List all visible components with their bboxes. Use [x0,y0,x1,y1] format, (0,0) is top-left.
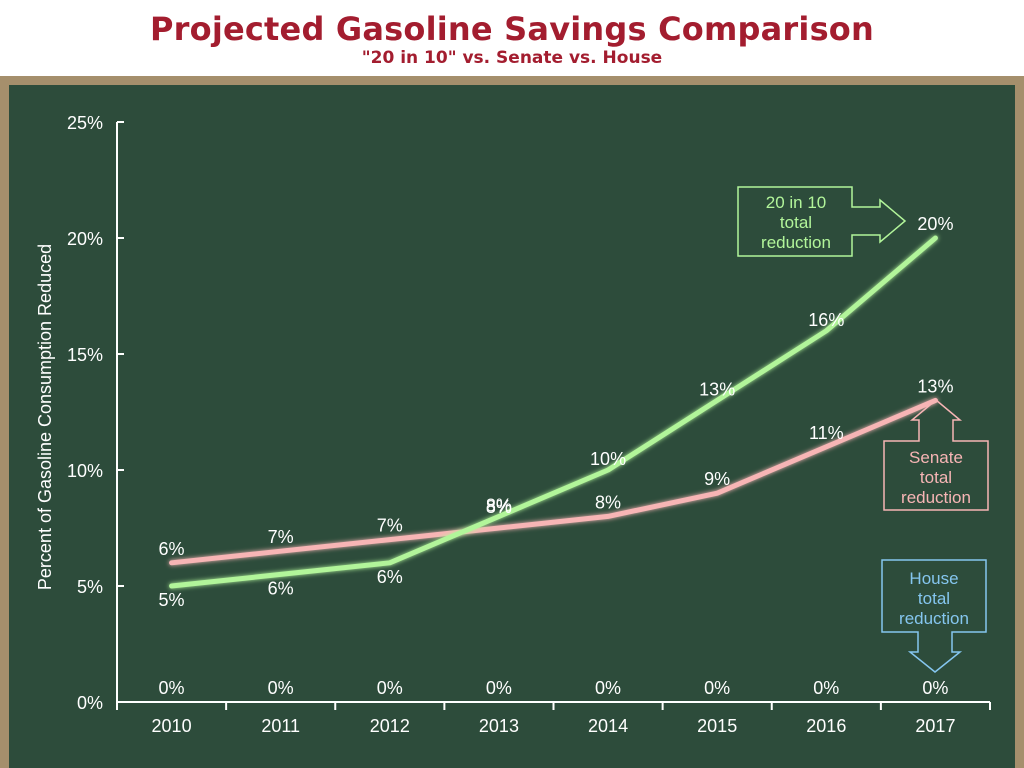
data-label-series-1: 8% [486,497,512,517]
callout-senate-label: total [920,468,952,487]
y-tick-label: 15% [67,345,103,365]
y-tick-label: 0% [77,693,103,713]
data-label-series-1: 8% [595,492,621,512]
data-label-series-2: 0% [595,678,621,698]
data-label-series-1: 13% [917,376,953,396]
data-label-series-0: 8% [486,495,512,515]
data-label-series-1: 7% [268,527,294,547]
y-axis-title: Percent of Gasoline Consumption Reduced [35,244,55,590]
data-label-series-1: 9% [704,469,730,489]
data-label-series-0: 20% [917,214,953,234]
series-line-0 [169,235,938,589]
y-tick-label: 20% [67,229,103,249]
callout-20in10-label: 20 in 10 [766,193,827,212]
chalkboard [9,85,1015,768]
x-tick-label: 2013 [479,716,519,736]
callout-20in10-label: total [780,213,812,232]
callout-house [881,559,987,673]
data-label-series-2: 0% [704,678,730,698]
data-label-series-2: 0% [486,678,512,698]
data-label-series-2: 0% [377,678,403,698]
callout-senate-label: Senate [909,448,963,467]
data-label-series-0: 5% [159,590,185,610]
y-tick-label: 5% [77,577,103,597]
x-tick-label: 2017 [915,716,955,736]
y-tick-label: 10% [67,461,103,481]
chalkboard-frame [0,76,1024,768]
data-label-series-0: 6% [268,578,294,598]
data-label-series-1: 6% [159,539,185,559]
data-label-series-2: 0% [268,678,294,698]
callout-20in10 [737,186,907,257]
data-label-series-1: 7% [377,516,403,536]
callout-20in10-label: reduction [761,233,831,252]
x-tick-label: 2012 [370,716,410,736]
data-label-series-2: 0% [159,678,185,698]
data-label-series-1: 11% [809,423,844,443]
callout-house-label: House [909,569,958,588]
x-tick-label: 2015 [697,716,737,736]
callout-house-label: reduction [899,609,969,628]
x-tick-label: 2010 [152,716,192,736]
data-label-series-0: 10% [590,449,626,469]
x-tick-label: 2011 [261,716,300,736]
data-label-series-0: 6% [377,567,403,587]
data-label-series-0: 13% [699,379,735,399]
series-line-1 [169,397,938,566]
data-label-series-2: 0% [813,678,839,698]
callout-senate [883,399,989,511]
callout-senate-label: reduction [901,488,971,507]
x-tick-label: 2016 [806,716,846,736]
data-label-series-0: 16% [808,310,844,330]
data-label-series-2: 0% [922,678,948,698]
callout-house-label: total [918,589,950,608]
chart-title: Projected Gasoline Savings Comparison [150,10,874,48]
chart-subtitle: "20 in 10" vs. Senate vs. House [361,48,663,68]
y-tick-label: 25% [67,113,103,133]
x-tick-label: 2014 [588,716,628,736]
